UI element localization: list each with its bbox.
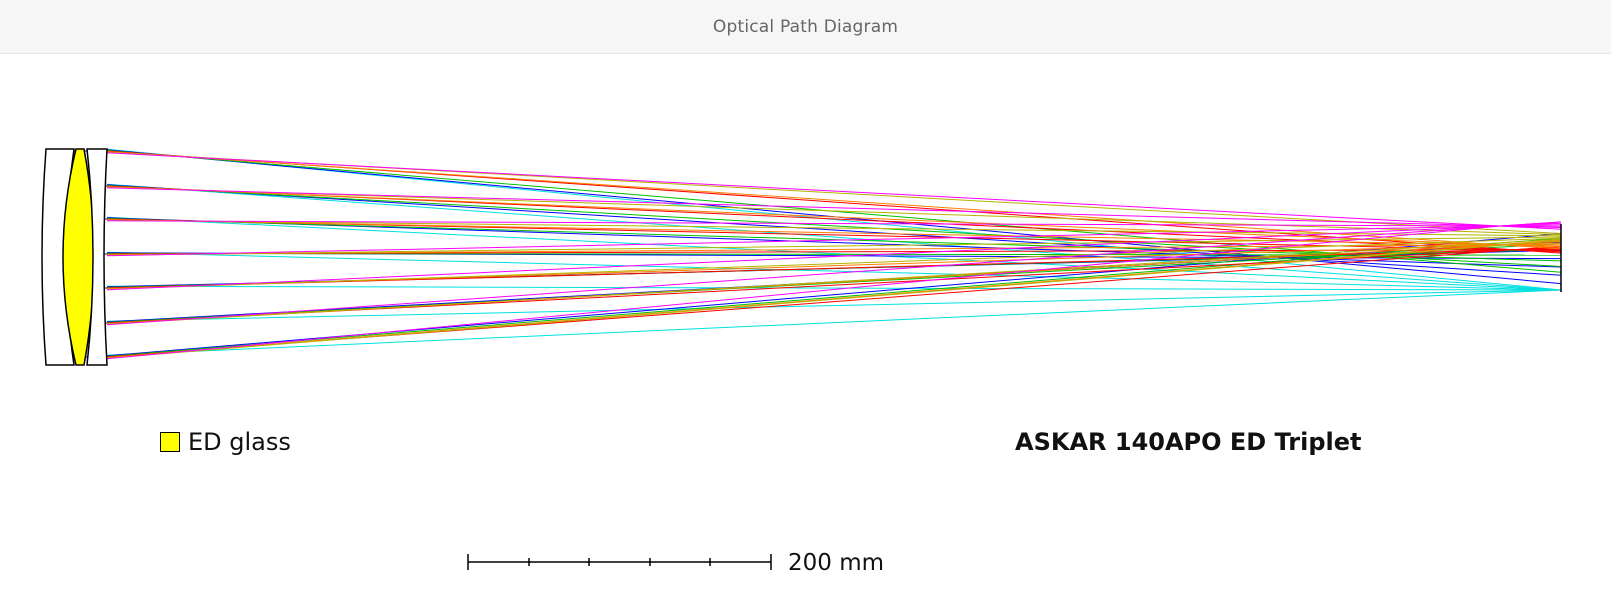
scale-bar xyxy=(467,554,772,570)
ray-line xyxy=(1419,256,1562,262)
ray-line xyxy=(106,183,1562,291)
ray-line xyxy=(1479,237,1562,242)
ed-glass-swatch xyxy=(160,432,180,452)
ray-line xyxy=(106,289,1562,356)
optical-path-diagram xyxy=(41,148,1562,570)
ray-line xyxy=(106,247,1461,359)
ray-line xyxy=(106,152,1501,227)
ray-line xyxy=(1479,234,1562,237)
ray-line xyxy=(1499,221,1562,227)
legend: ED glass xyxy=(160,428,291,456)
ray-line xyxy=(106,225,1501,326)
ray-line xyxy=(1399,268,1562,285)
lens-elements xyxy=(41,148,108,366)
ray-line xyxy=(106,243,1481,325)
ray-line xyxy=(106,148,1562,291)
ray-line xyxy=(1419,259,1562,273)
ray-line xyxy=(106,151,1461,243)
ray-line xyxy=(106,225,1501,291)
ray-line xyxy=(106,250,1421,323)
ray-line xyxy=(1479,236,1562,239)
ray-line xyxy=(106,285,1562,291)
title-bar: Optical Path Diagram xyxy=(0,0,1611,54)
legend-label: ED glass xyxy=(188,428,291,456)
ray-line xyxy=(1419,258,1562,267)
ray-line xyxy=(106,149,1401,270)
scale-bar-label: 200 mm xyxy=(788,550,885,576)
ray-line xyxy=(106,186,1481,233)
ray-line xyxy=(106,219,1461,245)
ray-line xyxy=(106,246,1481,359)
lens-name: ASKAR 140APO ED Triplet xyxy=(1015,428,1362,456)
ray-line xyxy=(1399,261,1562,268)
ray-line xyxy=(106,225,1501,360)
ray-line xyxy=(1479,238,1562,245)
ray-line xyxy=(106,216,1562,291)
ray-line xyxy=(106,187,1501,227)
ray-line xyxy=(1479,239,1562,248)
ray-line xyxy=(106,240,1481,290)
ray-line xyxy=(106,249,1421,357)
ray-line xyxy=(106,220,1501,227)
ray-line xyxy=(1479,228,1562,235)
rear-meniscus-element xyxy=(86,148,108,366)
ray-line xyxy=(106,237,1481,256)
ray-line xyxy=(106,219,1481,236)
window-title: Optical Path Diagram xyxy=(712,17,899,37)
ray-line xyxy=(1479,231,1562,236)
ray-line xyxy=(1399,264,1562,276)
ray-line xyxy=(1459,239,1562,249)
ray-line xyxy=(106,186,1461,244)
ray-line xyxy=(106,244,1461,256)
ray-line xyxy=(106,246,1401,357)
ray-bundles xyxy=(46,148,1562,360)
ray-line xyxy=(106,251,1562,291)
ray-line xyxy=(106,289,1562,322)
ray-line xyxy=(106,225,1501,257)
